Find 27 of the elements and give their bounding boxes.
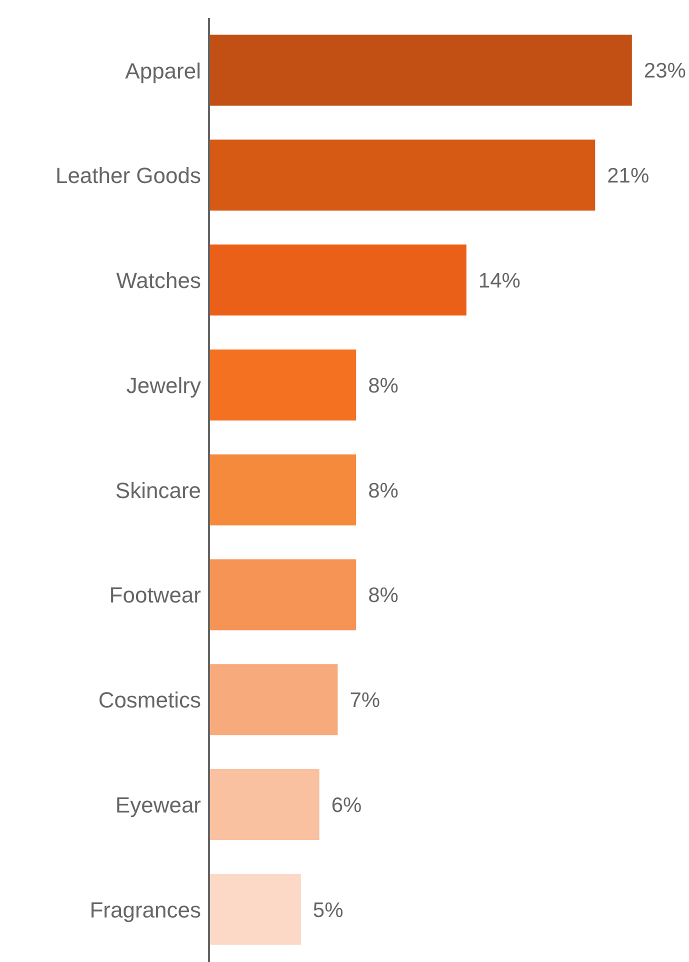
bar	[209, 664, 338, 736]
y-tick-label: Apparel	[125, 58, 201, 84]
y-tick-label: Cosmetics	[98, 688, 201, 713]
data-label: 21%	[607, 164, 650, 188]
y-tick-label: Watches	[116, 268, 201, 294]
data-label: 8%	[368, 479, 398, 502]
y-tick-label: Jewelry	[126, 372, 201, 398]
data-label: 6%	[331, 794, 362, 817]
bar	[209, 349, 356, 420]
bar	[209, 34, 632, 106]
bar	[209, 559, 356, 630]
y-tick-label: Fragrances	[90, 897, 201, 922]
bar	[209, 769, 320, 840]
data-label: 8%	[368, 374, 398, 398]
bar	[209, 874, 301, 945]
data-label: 23%	[644, 60, 686, 83]
y-tick-label: Leather Goods	[55, 163, 201, 188]
bar	[209, 140, 596, 211]
data-label: 7%	[350, 689, 380, 712]
data-label: 14%	[478, 270, 520, 293]
data-label: 8%	[368, 584, 398, 608]
data-label: 5%	[312, 898, 344, 922]
y-tick-label: Footwear	[109, 582, 201, 608]
y-tick-label: Skincare	[115, 478, 201, 503]
y-tick-label: Eyewear	[115, 792, 201, 818]
bar	[209, 244, 466, 316]
bar	[209, 454, 356, 526]
